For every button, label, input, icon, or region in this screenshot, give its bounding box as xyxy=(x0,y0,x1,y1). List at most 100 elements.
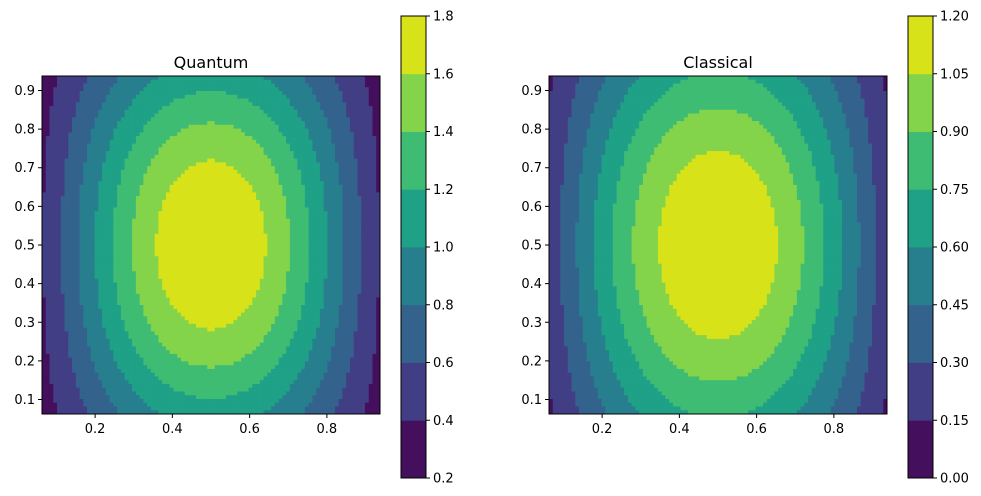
contour-cell xyxy=(233,233,238,239)
contour-cell xyxy=(353,158,359,163)
contour-cell xyxy=(346,106,351,111)
contour-cell xyxy=(184,136,190,141)
contour-cell xyxy=(357,181,362,186)
contour-cell xyxy=(214,181,220,186)
contour-cell xyxy=(188,162,193,167)
contour-cell xyxy=(346,222,351,227)
contour-cell xyxy=(132,267,137,272)
contour-cell xyxy=(147,98,152,103)
contour-cell xyxy=(90,158,96,163)
contour-cell xyxy=(117,158,122,163)
contour-cell xyxy=(233,260,238,265)
contour-cell xyxy=(60,282,66,287)
contour-cell xyxy=(308,192,313,197)
contour-cell xyxy=(42,166,47,171)
contour-cell xyxy=(312,102,317,107)
contour-cell xyxy=(117,278,122,284)
contour-cell xyxy=(173,203,178,209)
contour-cell xyxy=(361,94,366,100)
contour-cell xyxy=(229,241,235,246)
contour-cell xyxy=(361,117,366,122)
contour-cell xyxy=(316,256,321,261)
contour-cell xyxy=(308,91,313,96)
contour-cell xyxy=(308,124,313,130)
contour-cell xyxy=(169,102,175,107)
contour-cell xyxy=(195,245,201,250)
contour-cell xyxy=(308,147,313,152)
contour-cell xyxy=(349,132,355,137)
contour-cell xyxy=(349,121,355,126)
contour-cell xyxy=(222,147,227,152)
contour-cell xyxy=(113,275,118,280)
contour-cell xyxy=(252,211,257,216)
contour-cell xyxy=(252,181,257,186)
contour-cell xyxy=(68,252,73,257)
contour-cell xyxy=(199,248,205,254)
contour-cell xyxy=(87,214,92,220)
contour-cell xyxy=(248,117,253,122)
contour-cell xyxy=(368,263,374,269)
contour-cell xyxy=(301,132,306,137)
contour-cell xyxy=(188,117,193,122)
contour-cell xyxy=(319,203,325,209)
contour-cell xyxy=(42,211,47,216)
contour-cell xyxy=(158,173,163,178)
contour-cell xyxy=(361,98,366,103)
contour-cell xyxy=(147,173,152,178)
contour-cell xyxy=(267,256,272,261)
contour-cell xyxy=(64,91,69,96)
contour-cell xyxy=(267,271,272,276)
contour-cell xyxy=(252,196,257,201)
contour-cell xyxy=(199,102,205,107)
contour-cell xyxy=(293,260,298,265)
contour-cell xyxy=(132,147,137,152)
contour-cell xyxy=(289,196,295,201)
contour-cell xyxy=(278,136,283,141)
contour-cell xyxy=(244,275,250,280)
contour-cell xyxy=(184,199,190,205)
contour-cell xyxy=(109,151,114,156)
contour-cell xyxy=(267,158,272,163)
contour-cell xyxy=(199,98,205,103)
contour-cell xyxy=(203,143,208,148)
contour-cell xyxy=(244,151,250,156)
contour-cell xyxy=(102,271,107,276)
contour-cell xyxy=(180,128,186,133)
contour-cell xyxy=(376,98,380,103)
contour-cell xyxy=(64,106,69,111)
contour-cell xyxy=(75,252,81,257)
contour-cell xyxy=(169,154,175,160)
contour-cell xyxy=(274,113,280,118)
contour-cell xyxy=(177,282,182,287)
contour-cell xyxy=(195,207,201,212)
contour-cell xyxy=(124,94,129,100)
contour-cell xyxy=(117,218,122,224)
contour-cell xyxy=(207,124,212,130)
contour-cell xyxy=(87,132,92,137)
contour-cell xyxy=(297,211,302,216)
contour-cell xyxy=(124,245,129,250)
contour-cell xyxy=(162,124,167,130)
contour-cell xyxy=(334,241,340,246)
contour-cell xyxy=(312,248,317,254)
contour-cell xyxy=(90,162,96,167)
contour-cell xyxy=(271,76,276,81)
contour-cell xyxy=(135,252,141,257)
contour-cell xyxy=(353,211,359,216)
contour-cell xyxy=(68,136,73,141)
contour-cell xyxy=(361,162,366,167)
contour-cell xyxy=(188,256,193,261)
contour-cell xyxy=(60,267,66,272)
contour-cell xyxy=(135,263,141,269)
contour-cell xyxy=(57,256,62,261)
contour-cell xyxy=(64,275,69,280)
contour-cell xyxy=(60,139,66,145)
contour-cell xyxy=(218,169,223,175)
contour-cell xyxy=(301,184,306,190)
contour-cell xyxy=(289,158,295,163)
contour-cell xyxy=(364,196,370,201)
contour-cell xyxy=(124,154,129,160)
contour-cell xyxy=(147,154,152,160)
contour-cell xyxy=(207,181,212,186)
contour-cell xyxy=(342,87,347,92)
